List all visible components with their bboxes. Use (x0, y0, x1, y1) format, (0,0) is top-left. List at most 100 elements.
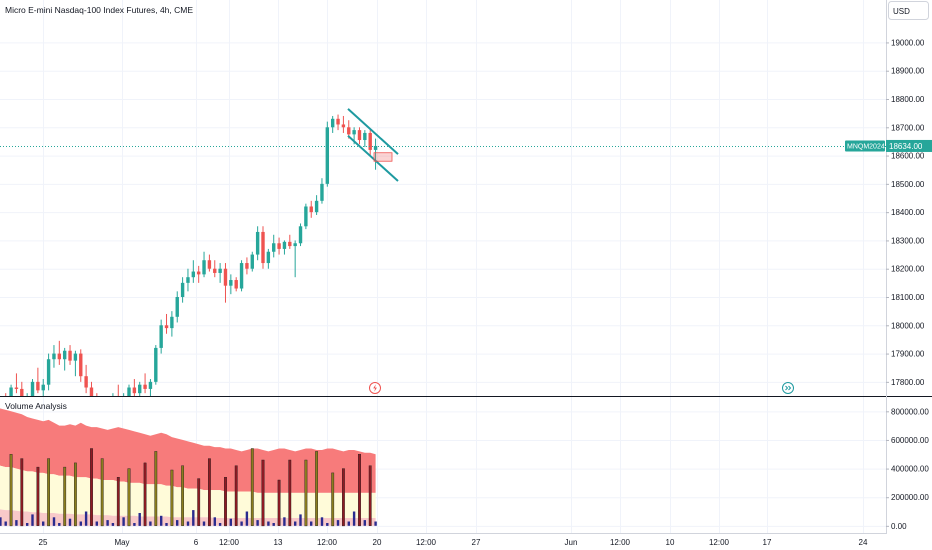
volume-bar (250, 448, 254, 527)
volume-bar (4, 521, 7, 526)
candle-body (9, 387, 13, 396)
channel-upper-line[interactable] (347, 108, 399, 155)
candle-body (234, 280, 238, 289)
price-tick-label: 18300.00 (891, 236, 925, 245)
candle-body (341, 124, 346, 128)
time-tick-label: 24 (859, 538, 868, 547)
candle-body (41, 384, 45, 391)
volume-bar (149, 521, 152, 526)
volume-lower-band (0, 509, 376, 526)
volume-bar (15, 520, 18, 526)
volume-bar (84, 511, 88, 526)
price-tick-label: 18800.00 (891, 95, 925, 104)
candle-body (159, 325, 163, 348)
candle-body (325, 127, 330, 184)
volume-bar (267, 521, 270, 526)
candle-body (101, 410, 104, 416)
currency-button[interactable]: USD (888, 1, 929, 20)
highlight-box[interactable] (373, 152, 393, 162)
currency-label: USD (893, 7, 910, 16)
candle-body (175, 297, 179, 317)
time-tick-label: 20 (373, 538, 382, 547)
candle-body (266, 251, 271, 264)
time-tick-label: 13 (274, 538, 283, 547)
volume-bar (294, 521, 297, 526)
volume-bar (52, 517, 56, 526)
candle-body (84, 376, 88, 388)
volume-bar (342, 468, 345, 527)
candle-body (68, 350, 72, 361)
volume-bar (358, 454, 361, 527)
candle-body (352, 130, 356, 135)
candle-body (320, 183, 324, 201)
price-tick-label: 18600.00 (891, 152, 925, 161)
candle-body (314, 200, 319, 213)
volume-bar (374, 521, 377, 526)
volume-bar (133, 523, 136, 526)
volume-bar (224, 477, 227, 527)
symbol-tag: MNQM2024 (845, 140, 885, 152)
symbol-tag-text: MNQM2024 (847, 143, 885, 150)
time-tick-label: 6 (194, 538, 199, 547)
time-tick-label: 12:00 (610, 538, 631, 547)
candle-body (277, 243, 281, 249)
volume-bar (106, 520, 109, 526)
volume-bar (186, 521, 190, 526)
volume-bar (347, 521, 350, 526)
volume-bar (202, 521, 206, 526)
candle-body (239, 263, 244, 289)
volume-bar (336, 520, 340, 526)
volume-bar (176, 520, 179, 526)
volume-bar (283, 517, 286, 526)
volume-bar (79, 521, 82, 526)
candle-body (272, 243, 276, 252)
volume-bar (192, 510, 195, 526)
candle-body (245, 263, 249, 269)
volume-bar (218, 523, 222, 526)
candle-body (261, 231, 265, 264)
volume-bar (320, 517, 324, 526)
candle-body (357, 130, 362, 141)
volume-bar (234, 465, 238, 527)
time-axis[interactable]: 25 May 6 12:00 13 12:00 20 12:00 27 Jun 12:00 10 12:… (39, 538, 868, 547)
candle-body (180, 282, 185, 297)
price-tick-label: 18400.00 (891, 208, 925, 217)
candle-body (330, 118, 335, 128)
go-to-realtime-icon[interactable] (782, 382, 794, 394)
volume-bar (138, 513, 141, 526)
volume-axis[interactable]: 800000.00 600000.00 400000.00 200000.00 0.00 (886, 407, 929, 531)
lightning-event-icon[interactable] (369, 382, 381, 394)
volume-bar (100, 458, 104, 527)
volume-bar (240, 521, 243, 526)
volume-bar (363, 520, 366, 526)
candle-body (148, 381, 153, 389)
volume-bar (304, 459, 308, 527)
candle-body (73, 353, 78, 361)
price-pane[interactable] (0, 108, 399, 427)
price-tick-label: 18700.00 (891, 123, 925, 132)
channel-lower-line[interactable] (347, 135, 399, 182)
price-tick-label: 18500.00 (891, 180, 925, 189)
candle-body (288, 241, 292, 247)
candle-body (127, 387, 131, 396)
volume-bar (315, 451, 318, 526)
volume-bar (299, 514, 302, 526)
flag-channel[interactable] (347, 108, 399, 182)
volume-bar (272, 523, 275, 526)
candle-body (373, 145, 378, 150)
volume-middle-band (0, 465, 376, 518)
volume-bar (68, 518, 72, 526)
volume-bar (73, 462, 77, 527)
volume-bar (352, 511, 356, 526)
volume-bar (127, 468, 131, 527)
candle-body (250, 254, 254, 269)
candle-body (46, 359, 51, 385)
volume-bar (326, 523, 329, 526)
price-axis[interactable]: 19000.00 18900.00 18800.00 18700.00 18600.00… (886, 38, 925, 387)
time-tick-label: 27 (472, 538, 481, 547)
volume-bar (256, 520, 259, 526)
candle-body (368, 132, 372, 150)
time-tick-label: 17 (763, 538, 772, 547)
time-tick-label: 12:00 (416, 538, 437, 547)
price-tick-label: 17800.00 (891, 378, 925, 387)
